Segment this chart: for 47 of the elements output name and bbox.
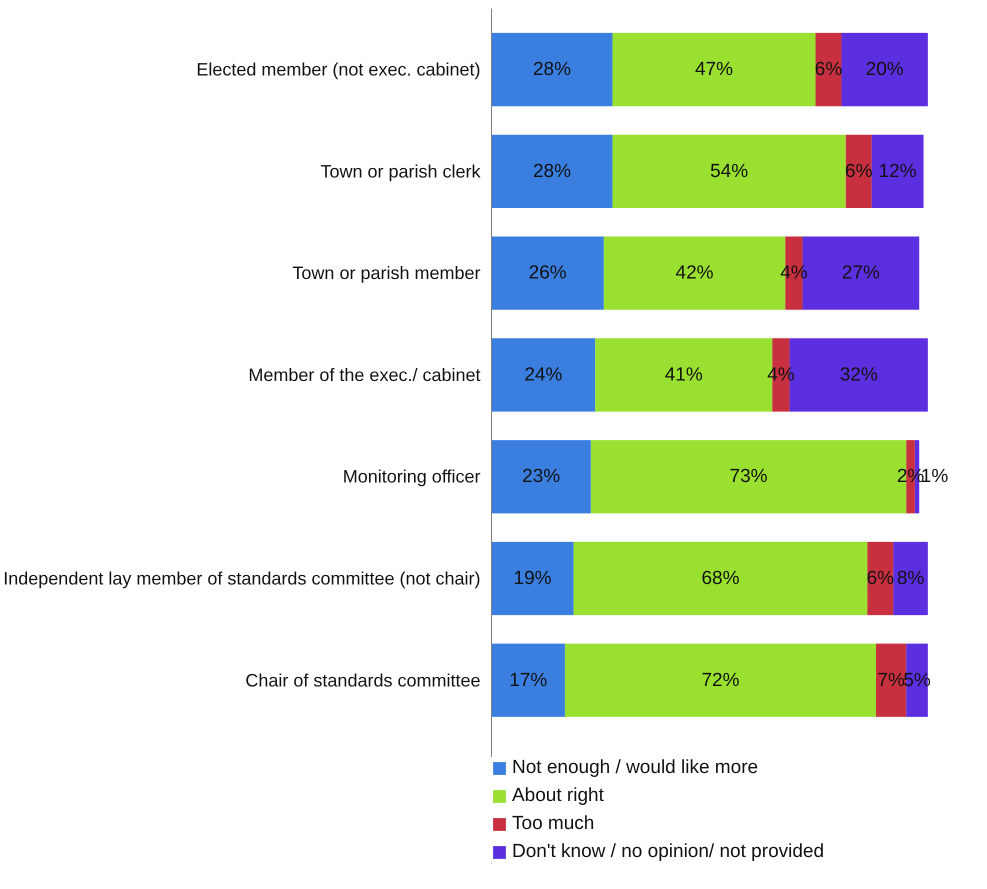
data-label: 12% [878, 160, 917, 182]
bar [492, 338, 596, 412]
data-label: 42% [676, 262, 714, 284]
data-label: 26% [528, 262, 567, 284]
data-label: 19% [514, 568, 552, 589]
bar [816, 32, 842, 106]
data-label: 28% [532, 160, 572, 182]
data-label: 17% [509, 670, 548, 691]
data-label: 27% [842, 262, 880, 284]
bar [612, 32, 816, 106]
y-tick-label: Monitoring officer [342, 466, 481, 487]
data-label: 28% [532, 59, 572, 80]
bar [492, 542, 574, 616]
data-label: 32% [840, 364, 878, 386]
y-tick-label: Independent lay member of standards committee (not chair) [3, 568, 481, 588]
data-label: 7% [877, 670, 905, 691]
bar [492, 236, 604, 310]
bar [492, 32, 612, 106]
data-label: 6% [814, 59, 842, 80]
legend-label: Not enough / would like more [512, 757, 758, 779]
data-label: 24% [524, 364, 562, 386]
bar [872, 134, 924, 208]
legend-label: Too much [512, 813, 594, 835]
y-tick-label: Town or parish clerk [320, 161, 482, 182]
y-tick-label: Chair of standards committee [245, 670, 481, 690]
bar [841, 32, 928, 106]
y-tick-label: Member of the exec./ cabinet [248, 364, 481, 385]
data-label: 54% [710, 160, 748, 182]
y-tick-label: Elected member (not exec. cabinet) [196, 60, 481, 80]
data-label: 73% [730, 466, 768, 488]
data-label: 41% [664, 364, 703, 386]
bar [492, 134, 612, 208]
bar [564, 644, 876, 717]
data-label: 72% [701, 670, 740, 691]
legend-label: Don't know / no opinion/ not provided [512, 841, 824, 863]
data-label: 20% [866, 59, 904, 80]
bar [574, 542, 868, 616]
data-label: 68% [701, 568, 740, 589]
bar [492, 440, 591, 514]
bar [612, 134, 846, 208]
y-tick-label: Town or parish member [292, 263, 481, 284]
legend-label: About right [512, 785, 604, 807]
data-label: 23% [522, 466, 560, 488]
bar [893, 542, 928, 616]
data-label: 47% [694, 59, 734, 80]
data-label: 8% [896, 568, 924, 589]
bar [492, 644, 565, 717]
